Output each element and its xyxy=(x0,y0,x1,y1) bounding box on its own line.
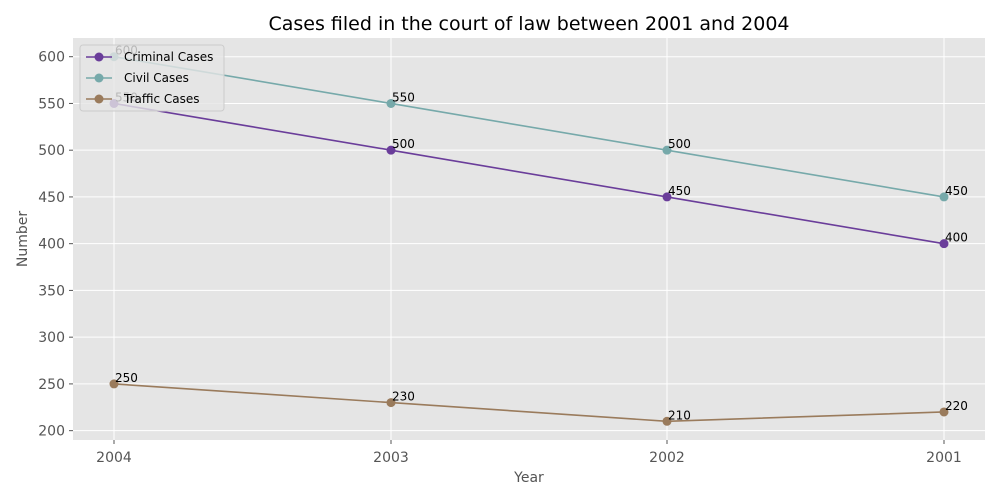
legend-label: Criminal Cases xyxy=(124,50,213,64)
data-point xyxy=(939,239,949,249)
data-point xyxy=(662,192,672,202)
legend-marker xyxy=(94,52,104,62)
legend-item: Criminal Cases xyxy=(86,50,213,64)
data-label: 220 xyxy=(945,399,968,413)
data-point xyxy=(939,192,949,202)
y-tick-label: 350 xyxy=(38,283,65,299)
data-label: 450 xyxy=(945,184,968,198)
data-label: 500 xyxy=(392,137,415,151)
data-point xyxy=(386,98,396,108)
data-point xyxy=(386,398,396,408)
data-point xyxy=(109,379,119,389)
series-traffic-cases: 250 230 210 220 xyxy=(109,371,968,426)
plot-background xyxy=(73,38,985,440)
legend-marker xyxy=(94,73,104,83)
y-tick-label: 550 xyxy=(38,96,65,112)
data-label: 210 xyxy=(668,408,691,422)
y-axis-label: Number xyxy=(15,211,31,267)
data-label: 230 xyxy=(392,390,415,404)
legend-marker xyxy=(94,94,104,104)
legend-label: Traffic Cases xyxy=(123,92,200,106)
y-axis-ticks: 200 250 300 350 400 450 500 550 600 xyxy=(38,50,73,440)
legend-label: Civil Cases xyxy=(124,71,189,85)
x-tick-label: 2003 xyxy=(373,450,409,466)
y-tick-label: 600 xyxy=(38,50,65,66)
legend-item: Civil Cases xyxy=(86,71,189,85)
x-axis-label: Year xyxy=(513,470,544,486)
data-point xyxy=(662,416,672,426)
legend-box xyxy=(79,44,225,112)
y-tick-label: 300 xyxy=(38,330,65,346)
y-tick-label: 200 xyxy=(38,424,65,440)
series-line xyxy=(113,102,945,245)
data-point xyxy=(662,145,672,155)
data-label: 500 xyxy=(668,137,691,151)
chart-title: Cases filed in the court of law between … xyxy=(268,13,789,35)
data-label: 250 xyxy=(115,371,138,385)
series-line xyxy=(113,383,945,423)
x-tick-label: 2002 xyxy=(649,450,685,466)
data-label: 550 xyxy=(392,90,415,104)
y-tick-label: 500 xyxy=(38,143,65,159)
x-tick-label: 2004 xyxy=(96,450,132,466)
series-line xyxy=(113,55,945,198)
y-tick-label: 250 xyxy=(38,377,65,393)
grid-lines xyxy=(73,38,985,440)
data-point xyxy=(939,407,949,417)
legend: Criminal Cases Civil Cases Traffic Cases xyxy=(79,44,225,112)
x-tick-label: 2001 xyxy=(926,450,962,466)
x-axis-ticks: 2004 2003 2002 2001 xyxy=(96,440,962,466)
data-label: 400 xyxy=(945,231,968,245)
legend-item: Traffic Cases xyxy=(86,92,200,106)
data-point xyxy=(386,145,396,155)
data-label: 450 xyxy=(668,184,691,198)
y-tick-label: 400 xyxy=(38,237,65,253)
y-tick-label: 450 xyxy=(38,190,65,206)
